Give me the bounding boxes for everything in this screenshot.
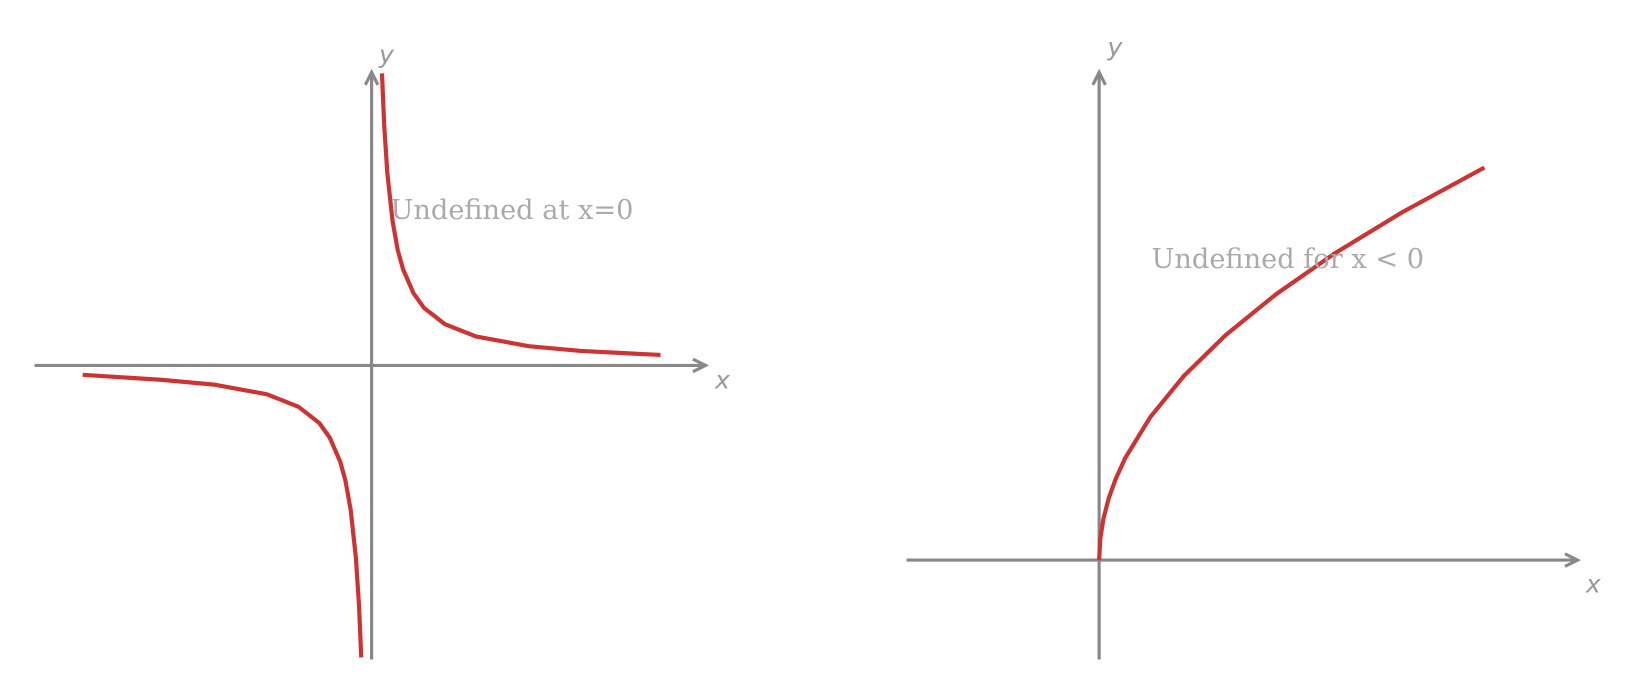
y-axis-arrow (1091, 68, 1107, 86)
y-axis-label: y (1107, 33, 1124, 62)
annotation: Undefined for x < 0 (1151, 244, 1424, 275)
curve-right-branch (379, 73, 661, 358)
x-axis-label: x (714, 365, 731, 394)
curve-left-branch (82, 372, 364, 658)
y-axis-label: y (378, 40, 395, 69)
x-axis-arrow (1564, 552, 1582, 568)
sqrt-plot: y x Undefined for x < 0 (906, 33, 1602, 660)
y-axis-arrow (363, 68, 380, 86)
x-axis-arrow (692, 357, 710, 374)
annotation: Undefined at x=0 (390, 195, 633, 226)
reciprocal-plot: y x Undefined at x=0 (34, 40, 731, 660)
curve (1097, 165, 1486, 561)
x-axis-label: x (1585, 570, 1602, 599)
